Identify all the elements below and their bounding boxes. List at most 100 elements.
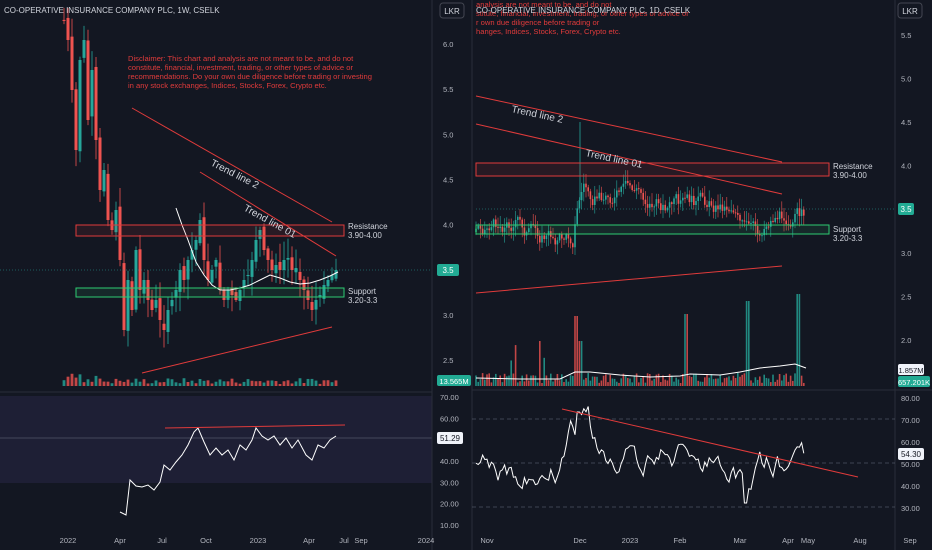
left-price-tick-label: 5.0: [443, 130, 453, 139]
daily-candle-body: [666, 207, 669, 211]
daily-volume-bar: [756, 379, 759, 386]
daily-candle-body: [609, 197, 611, 203]
daily-candle-body: [585, 183, 587, 188]
daily-volume-bar: [510, 360, 512, 386]
weekly-candle-body: [130, 281, 134, 310]
daily-volume-bar: [690, 377, 693, 386]
daily-candle-body: [517, 216, 519, 221]
weekly-candle-body: [210, 270, 214, 283]
daily-volume-bar: [679, 382, 682, 386]
weekly-candle-body: [294, 268, 298, 273]
daily-candle-body: [677, 194, 680, 204]
daily-candle-body: [580, 191, 583, 201]
weekly-candle-body: [158, 298, 162, 320]
daily-volume-bar: [490, 382, 493, 386]
left-price-tick-label: 2.5: [443, 356, 453, 365]
weekly-candle-body: [246, 275, 250, 277]
daily-candle-body: [598, 192, 600, 199]
weekly-volume-bar: [238, 383, 242, 386]
daily-candle-body: [732, 210, 735, 213]
daily-candle-body: [552, 236, 554, 239]
daily-candle-body: [752, 221, 754, 224]
left-resistance-title: Resistance: [348, 222, 388, 231]
daily-candle-body: [734, 212, 737, 214]
weekly-candle-body: [230, 287, 234, 295]
weekly-candle-body: [278, 261, 282, 270]
daily-candle-body: [748, 221, 750, 224]
daily-candle-body: [701, 192, 704, 197]
weekly-candle-body: [78, 60, 82, 152]
weekly-volume-bar: [210, 383, 214, 386]
weekly-volume-bar: [298, 378, 302, 386]
weekly-volume-bar: [162, 382, 166, 386]
daily-candle-body: [693, 195, 695, 206]
weekly-candle-body: [142, 280, 146, 294]
right-disclaimer-line-1: analysis are not meant to be, and do not: [476, 0, 612, 9]
left-price-tick-label: 4.0: [443, 221, 453, 230]
right-currency-badge[interactable]: [897, 2, 923, 19]
daily-volume-bar: [530, 375, 532, 386]
weekly-candle-body: [314, 300, 318, 310]
daily-candle-body: [607, 195, 609, 198]
daily-volume-bar: [479, 379, 482, 386]
right-rsi-line: [475, 406, 805, 504]
daily-candle-body: [600, 192, 603, 201]
daily-volume-bar: [589, 380, 592, 386]
weekly-volume-bar: [118, 380, 122, 386]
daily-candle-body: [682, 197, 684, 201]
left-time-tick-label: 2024: [418, 536, 435, 545]
daily-volume-bar: [664, 379, 666, 386]
left-rsi-tick-label: 60.00: [440, 414, 459, 423]
daily-volume-bar: [776, 379, 779, 386]
daily-volume-bar: [693, 374, 695, 386]
daily-candle-body: [730, 210, 732, 212]
daily-volume-bar: [598, 382, 600, 386]
daily-candle-body: [640, 189, 642, 193]
daily-candle-body: [649, 203, 651, 208]
daily-volume-bar: [759, 376, 761, 386]
daily-volume-bar: [772, 374, 774, 386]
daily-volume-bar: [752, 382, 754, 386]
daily-candle-body: [644, 199, 647, 205]
weekly-candle-body: [82, 40, 86, 58]
daily-volume-bar: [767, 378, 770, 386]
weekly-candle-body: [298, 271, 302, 280]
weekly-volume-bar: [186, 381, 190, 386]
right-resistance-title: Resistance: [833, 162, 873, 171]
daily-volume-bar: [761, 382, 763, 386]
daily-candle-body: [688, 194, 691, 203]
right-time-tick-label: Apr: [782, 536, 794, 545]
weekly-volume-bar: [302, 382, 306, 386]
daily-candle-body: [543, 235, 545, 240]
left-time-tick-label: Jul: [157, 536, 167, 545]
weekly-volume-bar: [62, 380, 66, 386]
daily-candle-body: [578, 200, 581, 209]
daily-candle-body: [695, 201, 697, 206]
right-rsi-axis: 80.00 70.00 60.00 50.00 40.00 30.00: [901, 394, 920, 513]
left-currency-badge[interactable]: [439, 2, 465, 19]
daily-volume-bar: [497, 378, 499, 386]
daily-volume-bar: [754, 377, 757, 386]
daily-candle-body: [492, 219, 495, 228]
right-rsi-tick-label: 60.00: [901, 438, 920, 447]
right-volume-value: 657.201K: [898, 378, 930, 387]
left-support-title: Support: [348, 287, 377, 296]
weekly-candle-body: [66, 17, 70, 40]
daily-volume-bar: [655, 374, 658, 386]
daily-candle-body: [712, 205, 715, 212]
weekly-volume-bar: [322, 380, 326, 386]
weekly-volume-bar: [94, 375, 98, 386]
daily-volume-bar: [642, 376, 644, 386]
daily-volume-bar: [611, 378, 614, 386]
weekly-volume-bar: [154, 380, 158, 386]
daily-volume-bar: [508, 375, 510, 386]
left-panel: 6.05.55.04.54.03.53.02.5 70.0060.0050.00…: [0, 0, 471, 550]
left-rsi-tick-label: 40.00: [440, 457, 459, 466]
daily-candle-body: [657, 199, 660, 204]
daily-candle-body: [717, 205, 719, 210]
weekly-volume-bar: [294, 381, 298, 386]
daily-volume-bar: [741, 374, 743, 386]
daily-volume-bar: [646, 373, 649, 386]
weekly-volume-bar: [158, 382, 162, 386]
